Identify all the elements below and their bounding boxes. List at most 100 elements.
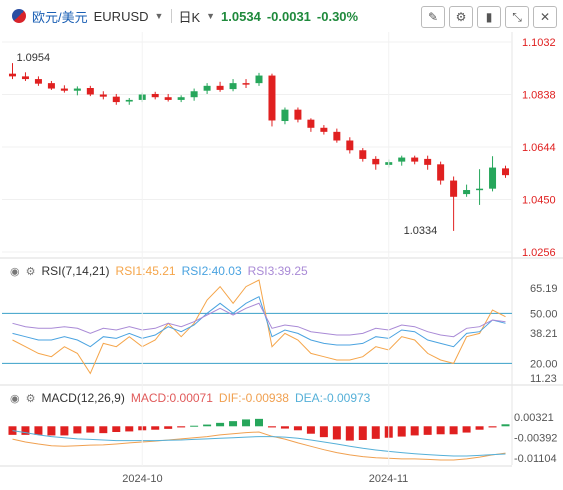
candle-body — [398, 157, 406, 162]
macd-histogram-bar — [21, 426, 30, 435]
rsi-series-line — [12, 302, 506, 338]
candle-body — [47, 83, 55, 89]
candle-body — [307, 119, 315, 128]
macd-title: MACD(12,26,9) — [41, 391, 125, 405]
candle-body — [229, 83, 237, 90]
eye-icon[interactable]: ◉ — [10, 265, 20, 278]
high-annotation: 1.0954 — [16, 52, 50, 64]
rsi-series-line — [12, 295, 506, 348]
macd-histogram-bar — [99, 426, 108, 434]
candle-body — [502, 168, 510, 176]
macd-histogram-bar — [267, 426, 276, 428]
x-tick-label: 2024-11 — [369, 473, 409, 485]
macd-histogram-bar — [423, 426, 432, 435]
macd-histogram-bar — [73, 426, 82, 434]
macd-histogram-bar — [34, 426, 43, 435]
candle-body — [73, 88, 81, 91]
macd-histogram-bar — [293, 426, 302, 431]
macd-histogram-bar — [203, 424, 212, 427]
macd-histogram-bar — [319, 426, 328, 438]
rsi-tick-label: 38.21 — [530, 328, 558, 340]
candle-body — [164, 97, 172, 100]
macd-histogram-bar — [306, 426, 315, 434]
candle-body — [255, 75, 263, 84]
macd-tick-label: 0.00321 — [514, 412, 554, 424]
price-tick-label: 1.0256 — [522, 247, 556, 259]
settings-icon[interactable]: ⚙ — [449, 6, 473, 28]
caret-down-icon[interactable]: ▼ — [206, 11, 216, 21]
candle-body — [437, 164, 445, 181]
candle-body — [411, 157, 419, 162]
candle-body — [60, 88, 68, 91]
candle-body — [34, 79, 42, 84]
macd-histogram-bar — [86, 426, 95, 433]
macd-histogram-bar — [280, 426, 289, 429]
macd-tick-label: -0.00392 — [514, 432, 557, 444]
candle-body — [450, 180, 458, 197]
price-tick-label: 1.0838 — [522, 90, 556, 102]
close-icon[interactable]: ✕ — [533, 6, 557, 28]
macd-histogram-bar — [190, 425, 199, 427]
candle-body — [489, 167, 497, 189]
change-percent: -0.30% — [316, 8, 359, 24]
candle-body — [268, 75, 276, 121]
rsi1-value: RSI1:45.21 — [115, 264, 176, 278]
macd-histogram-bar — [436, 426, 445, 435]
candle-body — [476, 188, 484, 191]
rsi-tick-label: 65.19 — [530, 283, 558, 295]
symbol-code[interactable]: EURUSD — [93, 8, 149, 24]
macd-histogram-bar — [332, 426, 341, 440]
macd-histogram-bar — [488, 426, 497, 428]
draw-tool-icon[interactable]: ✎ — [421, 6, 445, 28]
candle-type-icon[interactable]: ▮ — [477, 6, 501, 28]
symbol-name[interactable]: 欧元/美元 — [32, 9, 88, 25]
change: -0.0031 — [266, 8, 311, 24]
macd-histogram-bar — [345, 426, 354, 441]
candle-body — [333, 131, 341, 141]
candle-body — [21, 76, 29, 80]
macd-histogram-bar — [47, 426, 56, 436]
eye-icon[interactable]: ◉ — [10, 392, 20, 405]
rsi-tick-label: 20.00 — [530, 358, 558, 370]
price: 1.0534 — [221, 8, 261, 24]
macd-histogram-bar — [125, 426, 134, 432]
candle-body — [346, 140, 354, 151]
dea-value: DEA:-0.00973 — [294, 391, 371, 405]
macd-histogram-bar — [164, 426, 173, 429]
candle-body — [8, 73, 16, 77]
macd-series-line — [12, 431, 506, 461]
rsi3-value: RSI3:39.25 — [247, 264, 308, 278]
candle-body — [242, 83, 250, 85]
price-tick-label: 1.0450 — [522, 195, 556, 207]
macd-histogram-bar — [501, 424, 510, 427]
collapse-icon[interactable]: ⤡ — [505, 6, 529, 28]
candle-body — [203, 85, 211, 91]
x-tick-label: 2024-10 — [122, 473, 162, 485]
rsi-tick-label: 11.23 — [530, 373, 557, 385]
macd-histogram-bar — [60, 426, 69, 436]
macd-histogram-bar — [255, 418, 263, 427]
macd-histogram-bar — [8, 426, 17, 435]
macd-value: MACD:0.00071 — [130, 391, 213, 405]
macd-histogram-bar — [177, 426, 186, 428]
price-tick-label: 1.1032 — [522, 37, 556, 49]
macd-header: ◉ ⚙ MACD(12,26,9) MACD:0.00071 DIF:-0.00… — [10, 391, 376, 405]
timeframe[interactable]: 日K — [178, 9, 201, 25]
rsi-title: RSI(7,14,21) — [41, 264, 110, 278]
rsi2-value: RSI2:40.03 — [181, 264, 242, 278]
macd-histogram-bar — [242, 419, 251, 427]
gear-icon[interactable]: ⚙ — [25, 265, 36, 278]
candle-body — [216, 85, 224, 90]
divider — [171, 9, 173, 23]
toolbar: ✎ ⚙ ▮ ⤡ ✕ — [421, 6, 557, 28]
candle-body — [190, 91, 198, 98]
caret-down-icon[interactable]: ▼ — [154, 11, 164, 21]
low-annotation: 1.0334 — [404, 225, 438, 237]
macd-histogram-bar — [371, 426, 380, 439]
macd-histogram-bar — [358, 426, 367, 440]
gear-icon[interactable]: ⚙ — [25, 392, 36, 405]
flag-icon — [12, 9, 26, 23]
price-tick-label: 1.0644 — [522, 142, 556, 154]
